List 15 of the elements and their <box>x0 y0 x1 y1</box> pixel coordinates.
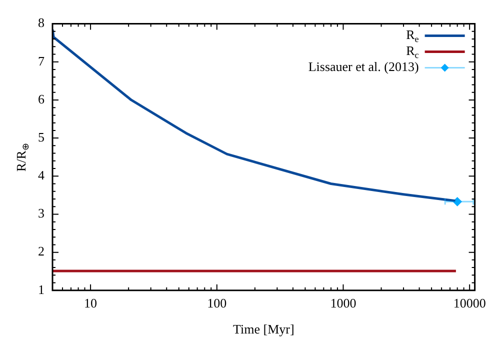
legend-label: Lissauer et al. (2013) <box>308 59 419 74</box>
x-tick-label: 100 <box>207 296 227 311</box>
x-axis-title: Time [Myr] <box>233 321 294 336</box>
y-tick-label: 3 <box>38 206 44 221</box>
y-tick-label: 6 <box>38 91 45 106</box>
y-tick-label: 5 <box>38 129 44 144</box>
x-tick-label: 10000 <box>453 296 486 311</box>
y-tick-label: 4 <box>38 168 45 183</box>
y-tick-label: 2 <box>38 244 44 259</box>
y-tick-label: 7 <box>38 53 45 68</box>
y-tick-label: 1 <box>38 282 44 297</box>
x-tick-label: 10 <box>84 296 98 311</box>
y-axis-title: R/R⊕ <box>13 142 30 172</box>
x-tick-label: 1000 <box>330 296 356 311</box>
y-tick-label: 8 <box>38 15 44 30</box>
